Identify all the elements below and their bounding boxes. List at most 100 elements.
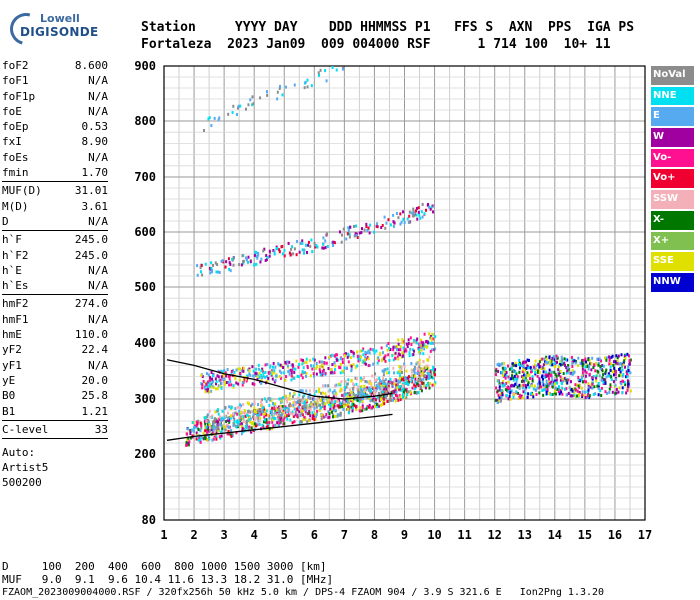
echo-point [356,364,359,368]
echo-point [608,391,611,395]
echo-point [299,413,302,417]
echo-point [208,409,211,413]
echo-point [324,392,327,396]
echo-point [347,402,350,406]
echo-point [609,368,612,372]
echo-point [253,406,256,410]
echo-point [610,378,613,382]
param-name: MUF(D) [2,184,42,198]
echo-point [421,215,424,219]
echo-point [245,107,248,111]
echo-point [582,362,585,366]
echo-point [501,390,504,394]
echo-point [400,367,403,371]
echo-point [545,370,548,374]
echo-point [290,371,293,375]
echo-point [554,386,557,390]
echo-point [309,358,312,362]
echo-point [276,415,279,419]
echo-point [227,374,230,378]
divider [2,419,108,421]
echo-point [343,366,346,370]
echo-point [563,377,566,381]
echo-point [374,405,377,409]
echo-point [260,373,263,377]
echo-point [397,380,400,384]
echo-point [399,345,402,349]
echo-point [383,402,386,406]
echo-point [420,346,423,350]
echo-point [293,370,296,374]
param-name: foF1p [2,89,36,103]
echo-point [521,386,524,390]
echo-point [382,385,385,389]
echo-point [278,369,281,373]
echo-point [416,367,419,371]
echo-point [533,384,536,388]
echo-point [599,367,602,371]
echo-point [278,363,281,367]
y-tick-label: 900 [134,59,156,73]
echo-point [359,392,362,396]
echo-point [258,371,261,375]
echo-point [275,408,278,412]
parameter-panel: foF2 8.600 foF1 N/A foF1p N/A foE N/A foEp 0.53 fx… [2,58,108,490]
echo-point [629,371,632,375]
echo-point [265,409,268,413]
echo-point [339,362,342,366]
echo-point [221,409,224,413]
echo-point [350,395,353,399]
echo-point [260,400,263,404]
echo-point [328,412,331,416]
echo-point [428,375,431,379]
echo-point [619,373,622,377]
echo-point [369,379,372,383]
echo-point [306,78,309,82]
echo-point [247,409,250,413]
echo-point [209,271,212,275]
echo-point [272,416,275,420]
echo-point [259,408,262,412]
echo-point [321,373,324,377]
echo-point [513,374,516,378]
echo-point [395,390,398,394]
echo-point [328,400,331,404]
echo-point [210,377,213,381]
echo-point [228,374,231,378]
echo-point [512,376,515,380]
echo-point [606,391,609,395]
echo-point [327,389,330,393]
echo-point [422,352,425,356]
echo-point [213,116,216,120]
echo-point [425,367,428,371]
echo-point [206,380,209,384]
echo-point [427,358,430,362]
echo-point [331,390,334,394]
echo-point [423,212,426,216]
echo-point [538,365,541,369]
echo-point [332,240,335,244]
echo-point [392,224,395,228]
echo-point [417,210,420,214]
echo-point [400,220,403,224]
echo-point [212,385,215,389]
echo-point [394,351,397,355]
echo-point [509,384,512,388]
echo-point [395,386,398,390]
echo-point [376,225,379,229]
echo-point [518,370,521,374]
echo-point [568,371,571,375]
echo-point [516,375,519,379]
echo-point [390,399,393,403]
echo-point [411,369,414,373]
echo-point [500,370,503,374]
echo-point [273,250,276,254]
echo-point [337,398,340,402]
echo-point [246,413,249,417]
echo-point [383,379,386,383]
echo-point [381,351,384,355]
echo-point [364,379,367,383]
echo-point [526,371,529,375]
echo-point [327,416,330,420]
echo-point [210,428,213,432]
